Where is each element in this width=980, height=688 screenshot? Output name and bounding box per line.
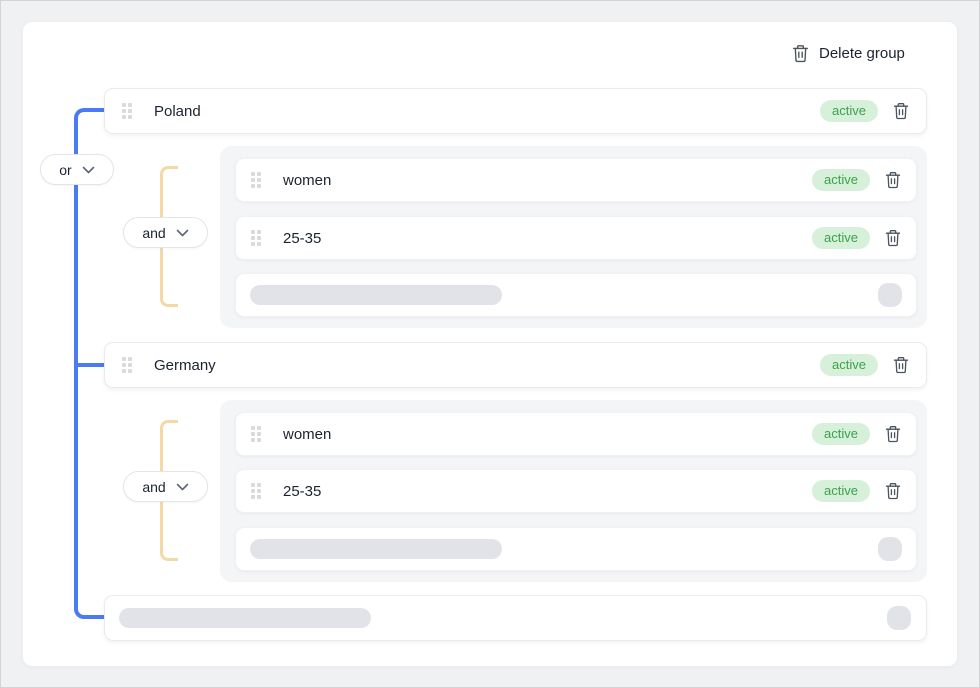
operator-label: or xyxy=(59,161,72,178)
trash-icon xyxy=(792,44,809,63)
rule-row-25-35[interactable]: 25-35 active xyxy=(235,216,917,260)
skeleton-bar xyxy=(250,285,502,305)
skeleton-dot xyxy=(878,537,902,561)
status-badge: active xyxy=(820,353,878,377)
status-badge: active xyxy=(812,168,870,192)
skeleton-dot xyxy=(887,606,911,630)
skeleton-group-row xyxy=(104,595,927,641)
drag-handle-icon[interactable] xyxy=(251,483,261,499)
delete-rule-button[interactable] xyxy=(885,229,901,247)
skeleton-bar xyxy=(119,608,371,628)
delete-group-label: Delete group xyxy=(819,44,905,62)
skeleton-dot xyxy=(878,283,902,307)
status-badge: active xyxy=(812,226,870,250)
rule-row-25-35[interactable]: 25-35 active xyxy=(235,469,917,513)
chevron-down-icon xyxy=(176,229,189,237)
delete-rule-button[interactable] xyxy=(893,102,909,120)
skeleton-rule-row xyxy=(235,527,917,571)
group-label: Poland xyxy=(154,102,201,120)
trash-icon xyxy=(893,102,909,120)
group-card-poland[interactable]: Poland active xyxy=(104,88,927,134)
trash-icon xyxy=(885,171,901,189)
group2-operator-dropdown[interactable]: and xyxy=(123,471,208,502)
drag-handle-icon[interactable] xyxy=(122,103,132,119)
drag-handle-icon[interactable] xyxy=(251,230,261,246)
or-connector-line xyxy=(74,108,104,619)
operator-label: and xyxy=(142,478,166,495)
group-card-germany[interactable]: Germany active xyxy=(104,342,927,388)
drag-handle-icon[interactable] xyxy=(251,172,261,188)
rule-label: 25-35 xyxy=(283,482,322,500)
trash-icon xyxy=(885,482,901,500)
status-badge: active xyxy=(820,99,878,123)
delete-rule-button[interactable] xyxy=(885,171,901,189)
chevron-down-icon xyxy=(82,166,95,174)
delete-rule-button[interactable] xyxy=(885,425,901,443)
drag-handle-icon[interactable] xyxy=(122,357,132,373)
rule-label: 25-35 xyxy=(283,229,322,247)
delete-rule-button[interactable] xyxy=(893,356,909,374)
delete-group-button[interactable]: Delete group xyxy=(792,41,905,65)
operator-label: and xyxy=(142,224,166,241)
status-badge: active xyxy=(812,479,870,503)
drag-handle-icon[interactable] xyxy=(251,426,261,442)
or-connector-branch xyxy=(78,363,104,367)
delete-rule-button[interactable] xyxy=(885,482,901,500)
group-label: Germany xyxy=(154,356,216,374)
skeleton-rule-row xyxy=(235,273,917,317)
trash-icon xyxy=(893,356,909,374)
status-badge: active xyxy=(812,422,870,446)
group1-operator-dropdown[interactable]: and xyxy=(123,217,208,248)
rule-row-women[interactable]: women active xyxy=(235,412,917,456)
root-operator-dropdown[interactable]: or xyxy=(40,154,114,185)
chevron-down-icon xyxy=(176,483,189,491)
trash-icon xyxy=(885,425,901,443)
rule-row-women[interactable]: women active xyxy=(235,158,917,202)
rule-label: women xyxy=(283,171,332,189)
trash-icon xyxy=(885,229,901,247)
rule-label: women xyxy=(283,425,332,443)
skeleton-bar xyxy=(250,539,502,559)
